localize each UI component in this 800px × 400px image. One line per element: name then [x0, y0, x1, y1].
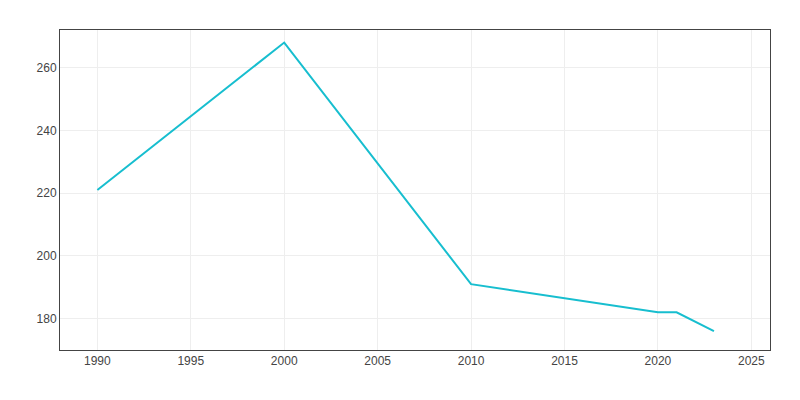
svg-text:260: 260 — [37, 61, 57, 75]
svg-text:1990: 1990 — [84, 354, 111, 368]
svg-text:240: 240 — [37, 124, 57, 138]
svg-text:2010: 2010 — [458, 354, 485, 368]
svg-text:220: 220 — [37, 186, 57, 200]
svg-text:180: 180 — [37, 312, 57, 326]
svg-text:1995: 1995 — [177, 354, 204, 368]
svg-text:2000: 2000 — [271, 354, 298, 368]
svg-text:2015: 2015 — [551, 354, 578, 368]
svg-text:2005: 2005 — [364, 354, 391, 368]
svg-text:200: 200 — [37, 249, 57, 263]
svg-text:2025: 2025 — [738, 354, 765, 368]
svg-text:2020: 2020 — [645, 354, 672, 368]
